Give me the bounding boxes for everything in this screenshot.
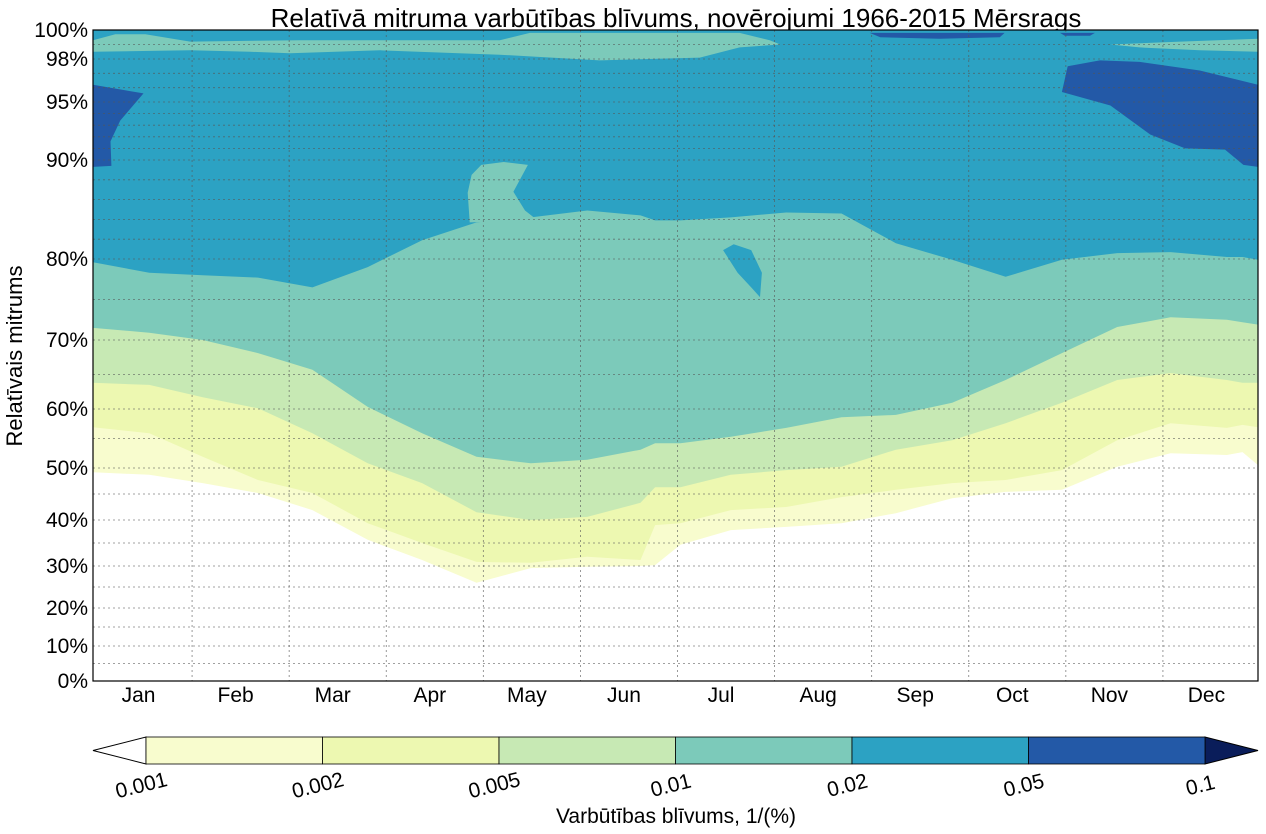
x-tick-label: Feb [218, 684, 254, 707]
x-tick-label: Jun [607, 684, 641, 707]
x-tick-label: Dec [1188, 684, 1225, 707]
grid-lines [93, 30, 1258, 681]
y-tick-label: 20% [46, 597, 88, 620]
y-tick-label: 0% [58, 670, 88, 693]
y-tick-label: 10% [46, 635, 88, 658]
x-tick-label: Aug [799, 684, 836, 707]
colorbar: 0.001 0.002 0.005 0.01 0.02 0.05 0.1 [92, 736, 1259, 803]
contour-patch-0_05 [1060, 32, 1095, 36]
x-tick-label: Mar [315, 684, 351, 707]
colorbar-swatch [145, 736, 323, 765]
x-tick-label: Apr [413, 684, 446, 707]
colorbar-swatch [851, 736, 1029, 765]
contour-band-0_02 [93, 30, 1258, 288]
colorbar-swatch [498, 736, 676, 765]
colorbar-tick-label: 0.05 [1001, 770, 1046, 802]
x-tick-label: Jul [708, 684, 735, 707]
colorbar-tick-label: 0.005 [466, 768, 523, 803]
colorbar-swatch [1028, 736, 1206, 765]
colorbar-swatch [322, 736, 500, 765]
contour-patch-0_01 [93, 32, 781, 61]
contour-patch-0_01 [1110, 38, 1258, 52]
colorbar-over-extension [1204, 736, 1259, 765]
y-tick-label: 70% [46, 329, 88, 352]
y-tick-label: 30% [46, 555, 88, 578]
y-tick-label: 80% [46, 248, 88, 271]
colorbar-tick-label: 0.002 [290, 768, 347, 803]
colorbar-tick-label: 0.1 [1183, 771, 1217, 800]
contour-patch-0_01 [467, 162, 538, 223]
y-axis-label: Relatīvais mitrums [2, 266, 27, 447]
x-tick-label: Nov [1091, 684, 1129, 707]
y-tick-label: 40% [46, 509, 88, 532]
x-tick-label: Jan [122, 684, 156, 707]
y-tick-label: 100% [34, 19, 88, 42]
colorbar-under-extension [92, 736, 147, 765]
x-tick-label: Sep [897, 684, 934, 707]
colorbar-tick-label: 0.01 [648, 770, 693, 802]
x-axis-ticks: Jan Feb Mar Apr May Jun Jul Aug Sep Oct Nov Dec [122, 684, 1226, 707]
y-tick-label: 95% [46, 91, 88, 114]
chart-title: Relatīvā mitruma varbūtības blīvums, nov… [271, 3, 1082, 33]
colorbar-tick-label: 0.02 [825, 770, 870, 802]
y-axis-ticks: 0% 10% 20% 30% 40% 50% 60% 70% 80% 90% 95% 98% 100% [34, 19, 88, 693]
plot-frame [92, 29, 1259, 682]
y-tick-label: 90% [46, 149, 88, 172]
y-tick-label: 98% [46, 48, 88, 71]
colorbar-label: Varbūtības blīvums, 1/(%) [556, 805, 796, 828]
x-tick-label: Oct [996, 684, 1029, 707]
y-tick-label: 60% [46, 398, 88, 421]
colorbar-swatch [675, 736, 853, 765]
contour-patch-0_02 [723, 244, 762, 298]
contour-patch-0_05 [869, 32, 1005, 39]
x-tick-label: May [507, 684, 547, 707]
y-tick-label: 50% [46, 457, 88, 480]
contour-fills [93, 30, 1258, 681]
contour-patch-0_05 [93, 84, 144, 167]
colorbar-tick-label: 0.001 [113, 768, 170, 803]
